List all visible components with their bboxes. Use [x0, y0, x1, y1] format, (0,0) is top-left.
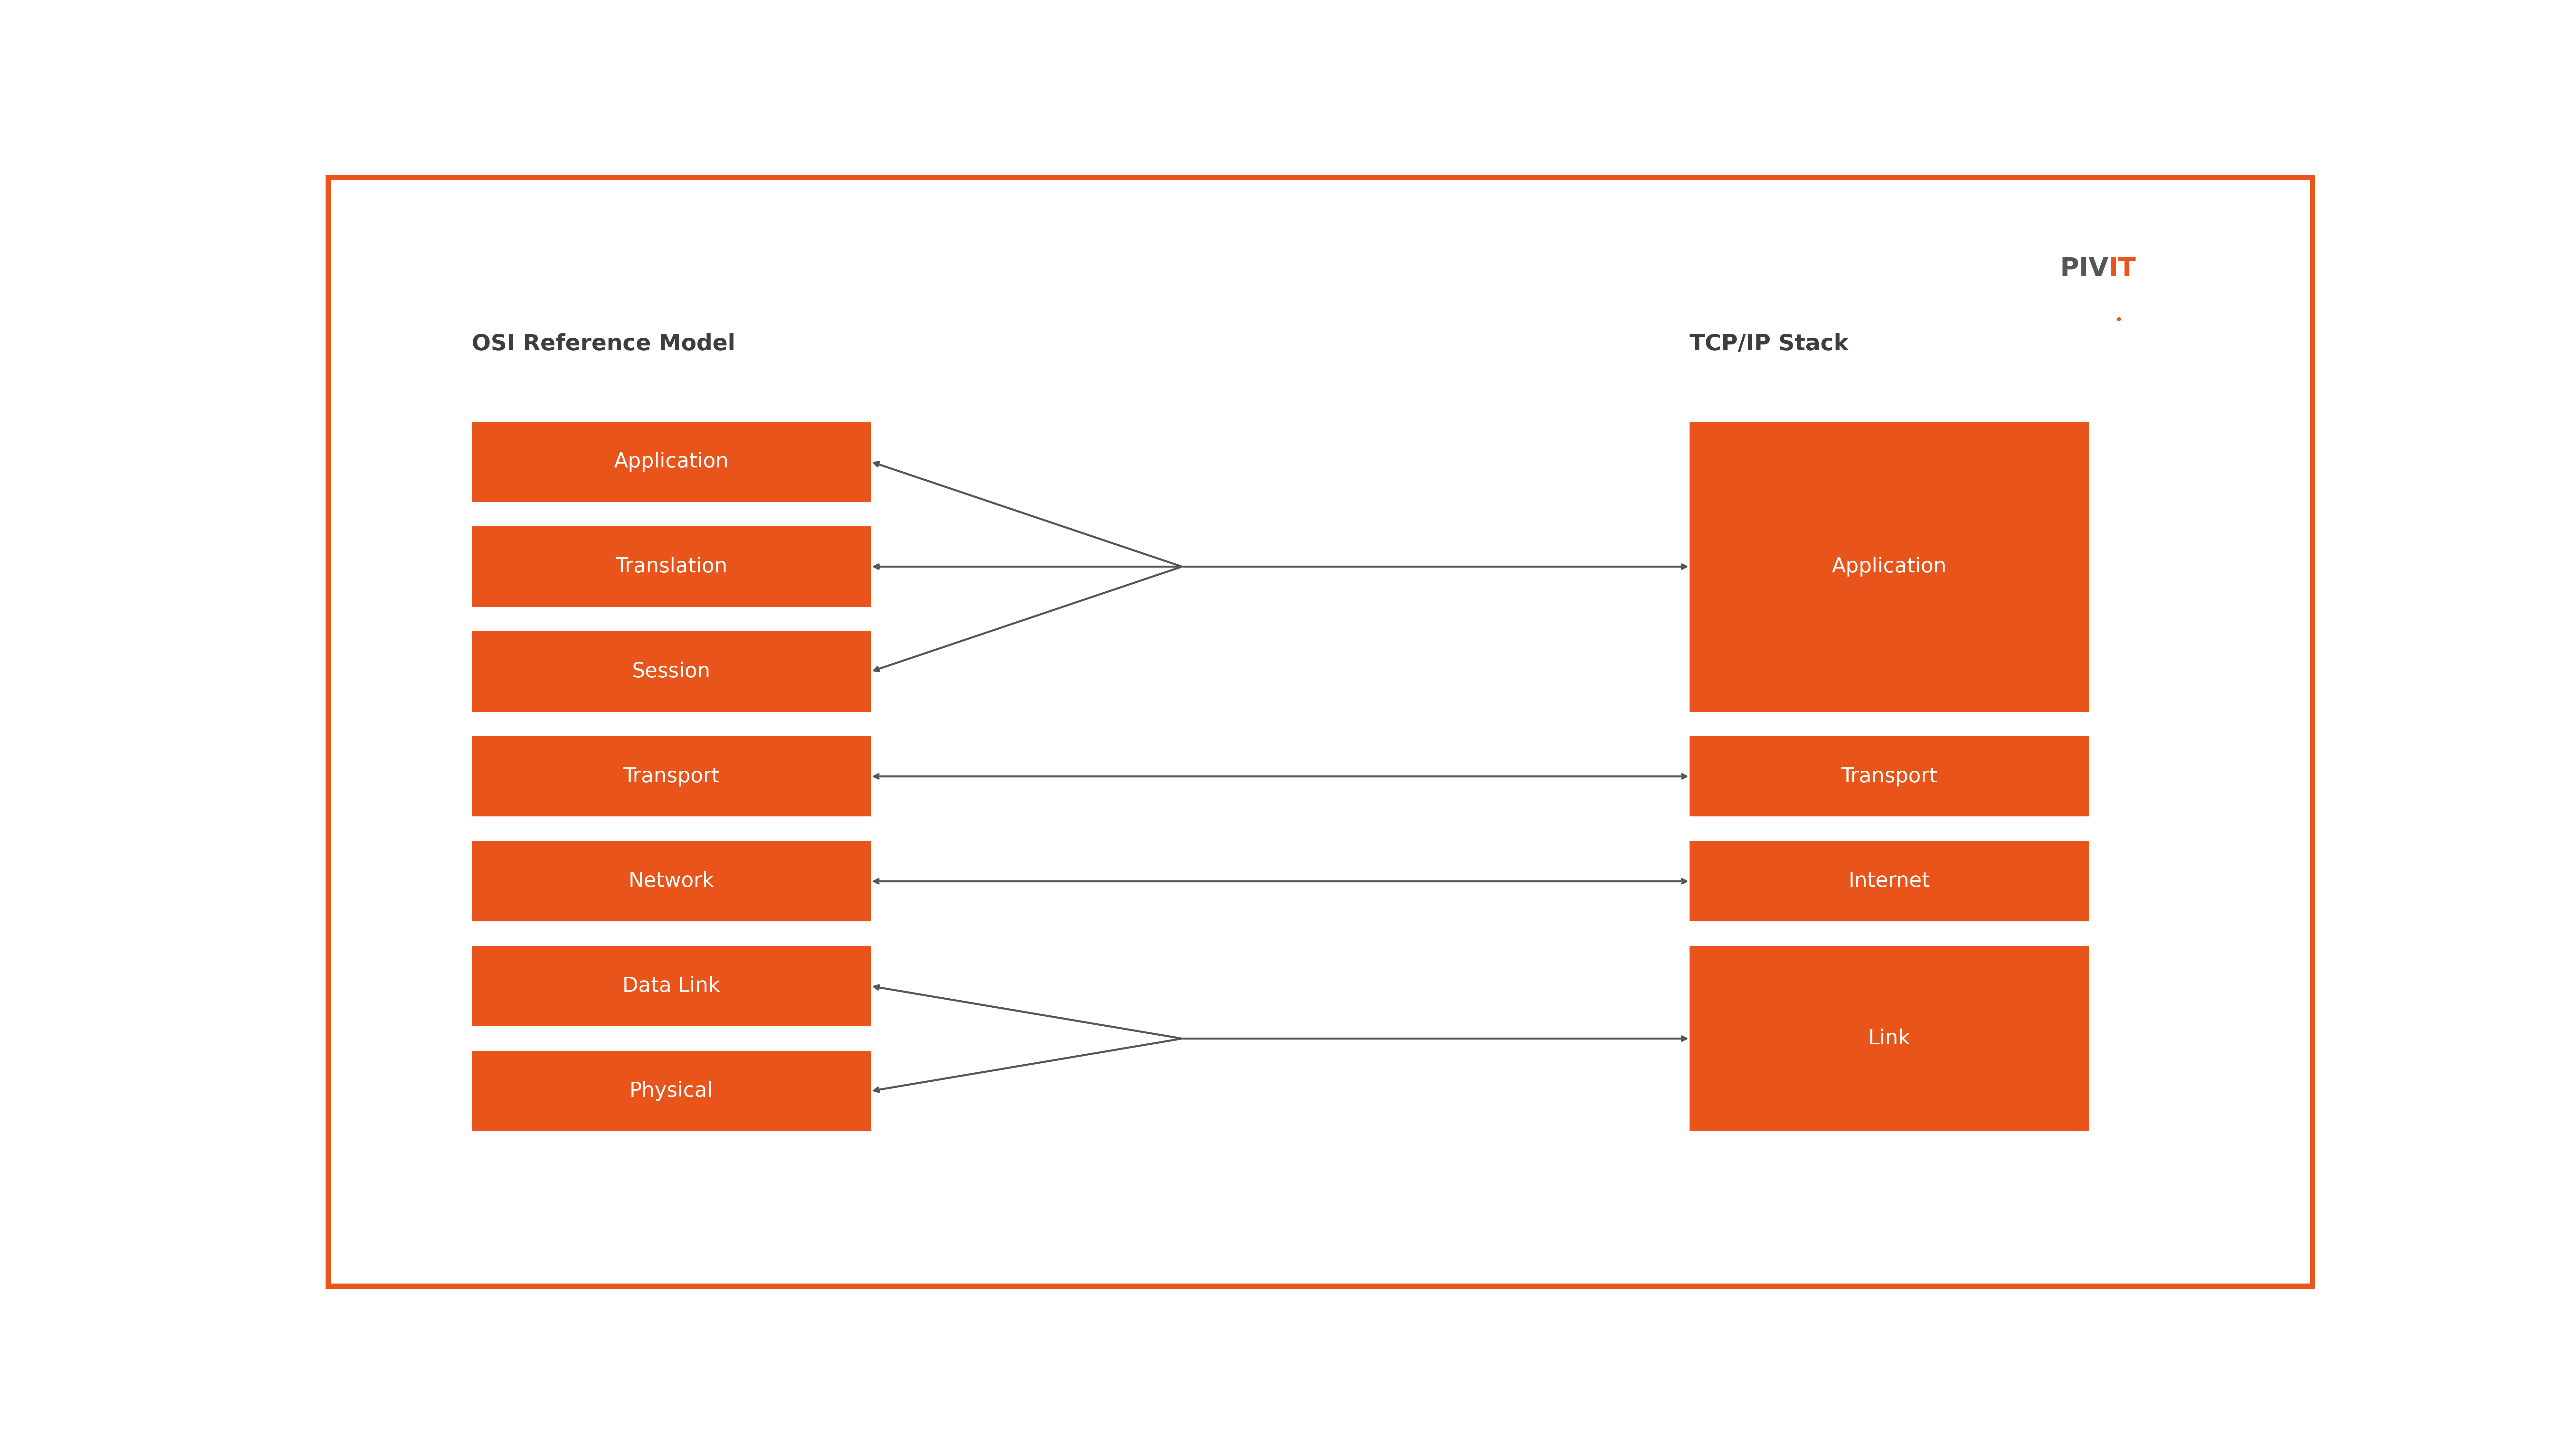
Text: Network: Network	[629, 871, 714, 891]
FancyBboxPatch shape	[471, 632, 871, 711]
FancyArrowPatch shape	[1182, 564, 1687, 569]
FancyBboxPatch shape	[1690, 736, 2089, 817]
Text: Link: Link	[1868, 1029, 1911, 1049]
Text: Transport: Transport	[623, 767, 719, 787]
FancyBboxPatch shape	[471, 1051, 871, 1132]
FancyArrowPatch shape	[873, 985, 1182, 1039]
Text: Application: Application	[613, 452, 729, 472]
FancyArrowPatch shape	[873, 880, 1687, 884]
FancyArrowPatch shape	[873, 462, 1182, 567]
FancyBboxPatch shape	[1690, 422, 2089, 711]
FancyBboxPatch shape	[471, 946, 871, 1026]
FancyBboxPatch shape	[471, 526, 871, 607]
Text: Session: Session	[631, 662, 711, 681]
Text: Application: Application	[1832, 556, 1947, 577]
Text: Transport: Transport	[1842, 767, 1937, 787]
FancyArrowPatch shape	[873, 567, 1182, 671]
FancyBboxPatch shape	[1690, 946, 2089, 1132]
Text: TCP/IP Stack: TCP/IP Stack	[1690, 333, 1850, 355]
FancyBboxPatch shape	[471, 736, 871, 817]
FancyArrowPatch shape	[1182, 1036, 1687, 1040]
FancyArrowPatch shape	[873, 1039, 1182, 1093]
Text: Data Link: Data Link	[623, 977, 721, 995]
Text: Internet: Internet	[1850, 871, 1929, 891]
FancyArrowPatch shape	[873, 564, 1182, 569]
Text: IT: IT	[2110, 256, 2136, 281]
FancyArrowPatch shape	[873, 774, 1687, 778]
FancyBboxPatch shape	[471, 840, 871, 922]
FancyBboxPatch shape	[471, 422, 871, 501]
Text: OSI Reference Model: OSI Reference Model	[471, 333, 734, 355]
FancyBboxPatch shape	[1690, 840, 2089, 922]
Text: PIV: PIV	[2061, 256, 2110, 281]
Text: Translation: Translation	[616, 556, 726, 577]
Text: Physical: Physical	[629, 1081, 714, 1101]
